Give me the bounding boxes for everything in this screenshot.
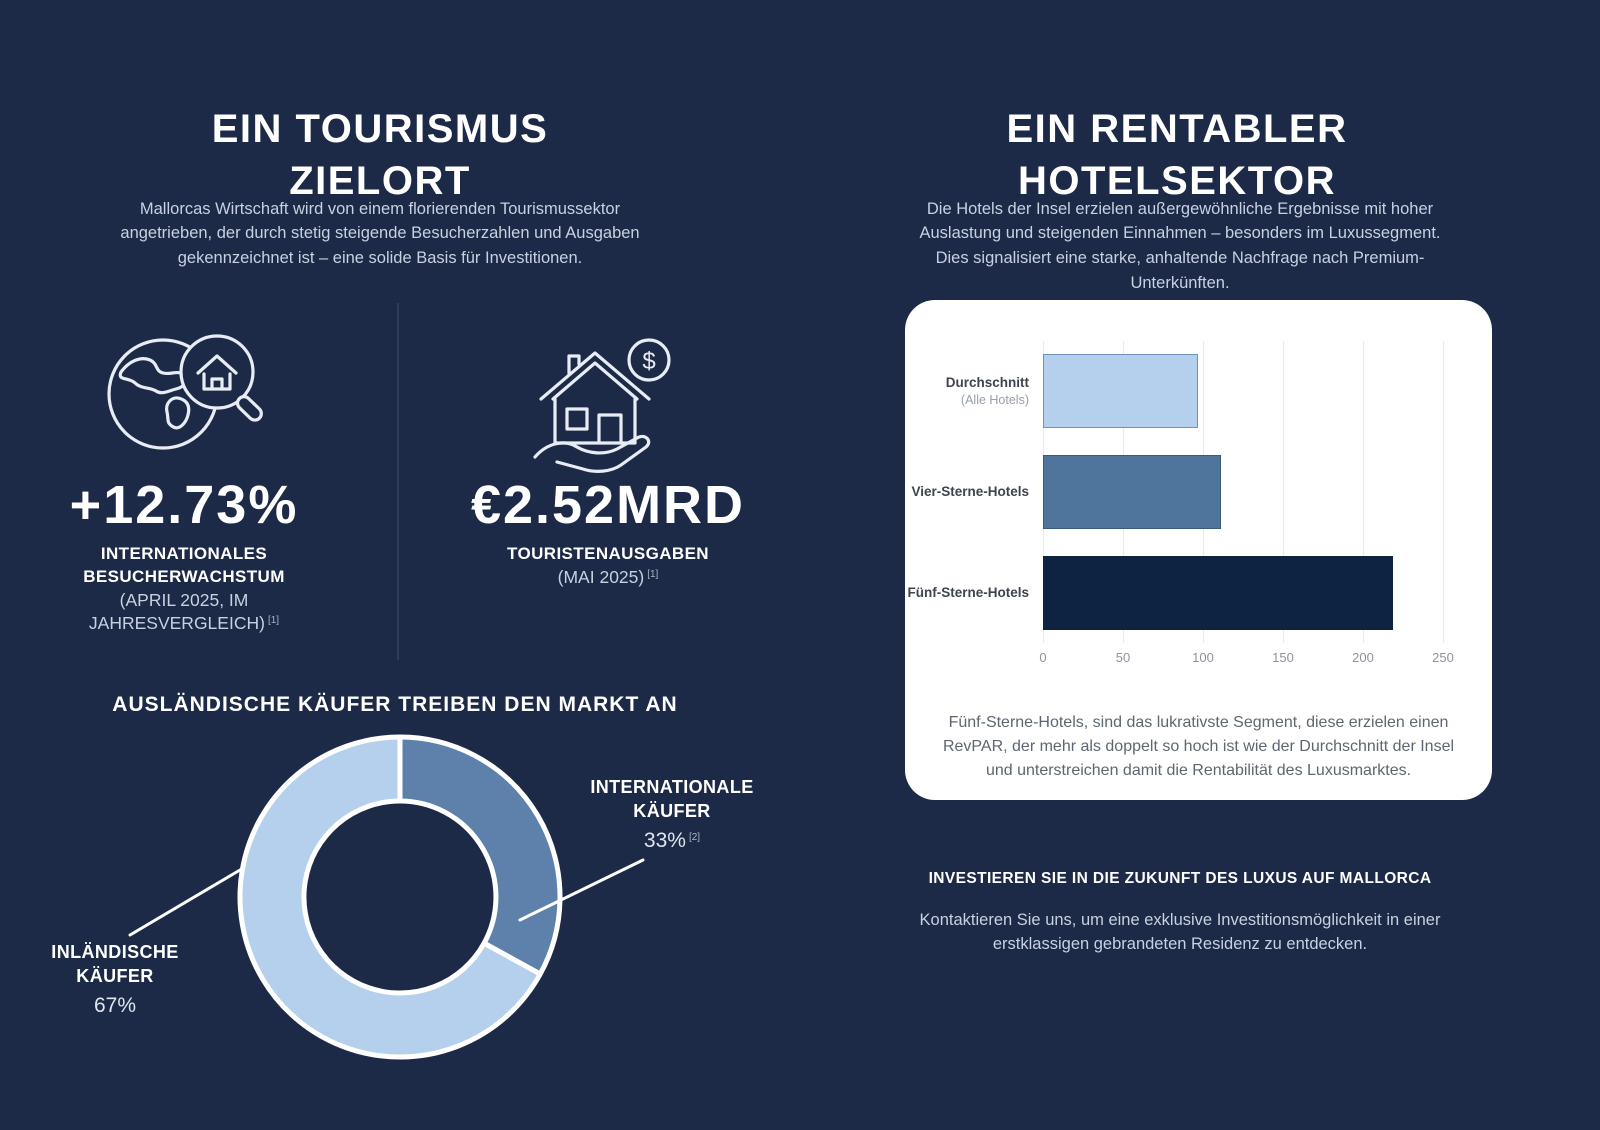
domestic-buyers-label: INLÄNDISCHE KÄUFER 67% bbox=[35, 940, 195, 1018]
buyers-donut-chart bbox=[40, 725, 700, 1085]
international-buyers-percent: 33% [2] bbox=[643, 828, 701, 852]
stats-divider bbox=[397, 303, 399, 660]
visitor-growth-value: +12.73% bbox=[69, 475, 299, 535]
gridline bbox=[1443, 341, 1444, 643]
domestic-buyers-percent: 67% bbox=[93, 993, 137, 1017]
footnote-marker: [2] bbox=[688, 831, 701, 843]
x-axis-tick: 200 bbox=[1352, 650, 1374, 665]
footnote-marker: [1] bbox=[267, 614, 280, 626]
hotel-title: EIN RENTABLER HOTELSEKTOR bbox=[1006, 106, 1348, 203]
x-axis-tick: 150 bbox=[1272, 650, 1294, 665]
buyers-heading: AUSLÄNDISCHE KÄUFER TREIBEN DEN MARKT AN bbox=[112, 693, 678, 717]
donut-leader-line-left bbox=[128, 868, 242, 937]
donut-slice bbox=[237, 734, 543, 1060]
donut-leader-line-right bbox=[518, 858, 645, 922]
tourism-intro: Mallorcas Wirtschaft wird von einem flor… bbox=[120, 199, 640, 268]
x-axis-tick: 100 bbox=[1192, 650, 1214, 665]
cta-text: Kontaktieren Sie uns, um eine exklusive … bbox=[919, 910, 1441, 954]
donut-slices bbox=[237, 734, 563, 1060]
domestic-buyers-name: INLÄNDISCHE KÄUFER bbox=[51, 942, 179, 987]
visitor-growth-label: INTERNATIONALES BESUCHERWACHSTUM bbox=[83, 544, 285, 586]
bar-2 bbox=[1043, 555, 1394, 630]
globe-house-magnifier-icon bbox=[105, 330, 265, 460]
tourist-spending-label: TOURISTENAUSGABEN bbox=[506, 544, 709, 563]
house-hand-coin-icon: $ bbox=[533, 333, 683, 478]
bar-category-label: Fünf-Sterne-Hotels bbox=[907, 584, 1030, 600]
gridline bbox=[1283, 341, 1284, 643]
x-axis-tick: 50 bbox=[1115, 650, 1131, 665]
tourism-title: EIN TOURISMUS ZIELORT bbox=[211, 106, 549, 203]
tourist-spending-note: (MAI 2025) [1] bbox=[458, 566, 758, 589]
gridline bbox=[1363, 341, 1364, 643]
bar-category-label: Durchschnitt (Alle Hotels) bbox=[945, 375, 1029, 408]
donut-slice bbox=[397, 734, 563, 977]
bar-category-label: Vier-Sterne-Hotels bbox=[911, 483, 1029, 499]
international-buyers-name: INTERNATIONALE KÄUFER bbox=[590, 777, 754, 822]
tourist-spending-note-text: (MAI 2025) bbox=[557, 567, 645, 587]
bar-plot: 0 50 100 150 200 250 Durchschnitt (Alle Hotels)… bbox=[908, 341, 1454, 665]
hotel-intro: Die Hotels der Insel erzielen außergewöh… bbox=[919, 199, 1441, 292]
svg-text:$: $ bbox=[642, 348, 655, 375]
footnote-marker: [1] bbox=[647, 569, 659, 581]
bar-1 bbox=[1043, 455, 1221, 529]
revpar-caption: Fünf-Sterne-Hotels, sind das lukrativste… bbox=[942, 714, 1455, 779]
x-axis-tick: 0 bbox=[1039, 650, 1047, 665]
cta-heading: INVESTIEREN SIE IN DIE ZUKUNFT DES LUXUS… bbox=[928, 869, 1432, 887]
x-axis-tick: 250 bbox=[1432, 650, 1454, 665]
revpar-chart-card: 0 50 100 150 200 250 Durchschnitt (Alle Hotels)… bbox=[905, 300, 1492, 800]
visitor-growth-note: (APRIL 2025, IM JAHRESVERGLEICH) [1] bbox=[74, 589, 294, 635]
visitor-growth-note-text: (APRIL 2025, IM JAHRESVERGLEICH) bbox=[88, 590, 265, 633]
bar-0 bbox=[1043, 354, 1199, 429]
international-buyers-label: INTERNATIONALE KÄUFER 33% [2] bbox=[582, 775, 762, 853]
tourist-spending-value: €2.52MRD bbox=[470, 475, 746, 535]
